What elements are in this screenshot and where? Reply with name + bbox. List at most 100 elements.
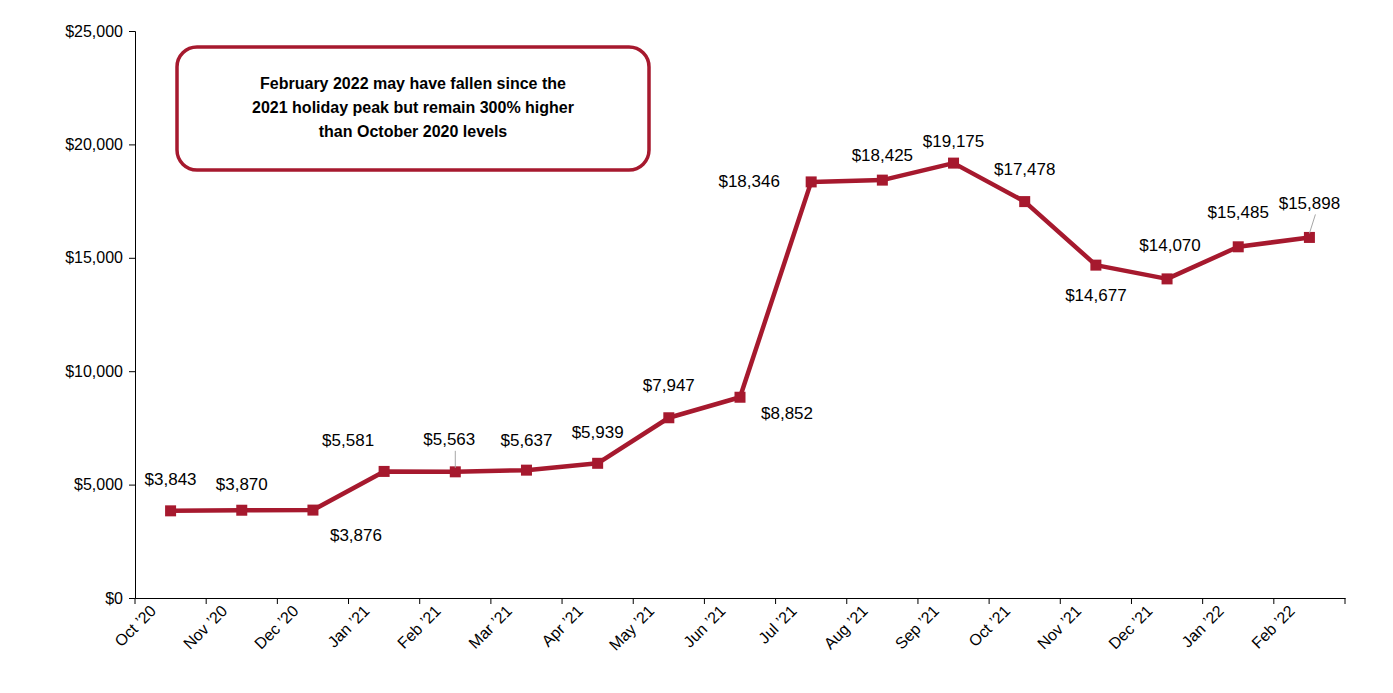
x-divider-tick xyxy=(917,598,918,604)
x-tick-label: Feb ’21 xyxy=(394,602,444,652)
series xyxy=(165,158,1315,517)
y-tick-label: $10,000 xyxy=(65,363,123,380)
marker xyxy=(521,465,532,476)
x-divider-tick xyxy=(704,598,705,604)
data-label: $5,563 xyxy=(423,430,475,449)
x-tick-label: Jan ’22 xyxy=(1178,602,1227,651)
x-tick-label: Feb ’22 xyxy=(1248,602,1298,652)
x-tick: Aug ’21 xyxy=(821,598,883,652)
x-tick-label: Mar ’21 xyxy=(465,602,515,652)
x-divider-tick xyxy=(419,598,420,604)
marker xyxy=(165,505,176,516)
y-tick-mark xyxy=(129,371,135,372)
annotation: February 2022 may have fallen since the 2… xyxy=(177,47,649,170)
data-label: $15,898 xyxy=(1279,194,1340,213)
x-tick: Jul ’21 xyxy=(755,598,812,647)
x-tick: Dec ’20 xyxy=(251,598,313,652)
x-divider-tick xyxy=(775,598,776,604)
line xyxy=(171,163,1310,511)
y-tick-label: $5,000 xyxy=(74,476,123,493)
marker xyxy=(379,466,390,477)
marker xyxy=(1304,232,1315,243)
x-tick: Feb ’22 xyxy=(1248,598,1310,652)
x-tick-label: Jun ’21 xyxy=(680,602,729,651)
marker xyxy=(735,392,746,403)
y-tick-mark xyxy=(129,258,135,259)
annotation-text: February 2022 may have fallen since the xyxy=(260,75,566,92)
data-label: $19,175 xyxy=(923,132,984,151)
x-dividers xyxy=(135,598,1345,604)
marker xyxy=(1019,196,1030,207)
x-tick-label: Nov ’21 xyxy=(1034,602,1084,652)
annotation-text: 2021 holiday peak but remain 300% higher xyxy=(252,99,574,116)
x-tick-label: Nov ’20 xyxy=(180,602,230,652)
marker xyxy=(236,505,247,516)
x-tick: Apr ’21 xyxy=(538,598,598,650)
data-label: $3,870 xyxy=(216,475,268,494)
x-axis-line xyxy=(136,598,1346,599)
x-tick-label: Oct ’20 xyxy=(111,602,159,650)
x-tick: Oct ’20 xyxy=(111,598,171,650)
marker xyxy=(592,458,603,469)
y-tick-mark xyxy=(129,31,135,32)
x-divider-tick xyxy=(348,598,349,604)
data-label: $8,852 xyxy=(761,404,813,423)
y-tick: $20,000 xyxy=(65,136,135,153)
marker xyxy=(877,175,888,186)
x-tick-label: May ’21 xyxy=(606,602,658,654)
data-label: $15,485 xyxy=(1208,203,1269,222)
y-tick-label: $25,000 xyxy=(65,23,123,40)
x-tick: Oct ’21 xyxy=(965,598,1025,650)
x-divider-tick xyxy=(846,598,847,604)
y-tick-mark xyxy=(129,598,135,599)
x-divider-tick xyxy=(989,598,990,604)
data-label: $5,939 xyxy=(572,423,624,442)
x-tick-label: Sep ’21 xyxy=(892,602,942,652)
y-tick: $5,000 xyxy=(74,476,135,493)
annotation-text: than October 2020 levels xyxy=(319,123,508,140)
x-tick-label: Jul ’21 xyxy=(755,602,800,647)
x-divider-tick xyxy=(135,598,136,604)
x-divider-tick xyxy=(490,598,491,604)
y-tick: $25,000 xyxy=(65,23,135,40)
y-axis: $0 $5,000 $10,000 $15,000 $20,000 $25,000 xyxy=(65,23,135,607)
data-label: $7,947 xyxy=(643,376,695,395)
x-tick: Dec ’21 xyxy=(1105,598,1167,652)
label-leader xyxy=(1309,214,1315,233)
x-divider-tick xyxy=(1060,598,1061,604)
x-tick: Sep ’21 xyxy=(892,598,954,652)
annotation-box xyxy=(177,47,649,170)
y-tick: $10,000 xyxy=(65,363,135,380)
label-leader xyxy=(455,451,456,468)
y-tick-mark xyxy=(129,144,135,145)
x-tick: Jan ’21 xyxy=(324,598,384,651)
x-axis: Oct ’20 Nov ’20 Dec ’20Jan ’21Feb ’21 Mar ’… xyxy=(111,598,1345,654)
x-tick: Nov ’20 xyxy=(180,598,242,652)
marker xyxy=(663,412,674,423)
x-tick-label: Dec ’21 xyxy=(1105,602,1155,652)
data-label: $5,637 xyxy=(500,431,552,450)
x-tick: Jun ’21 xyxy=(680,598,740,651)
x-tick: Jan ’22 xyxy=(1178,598,1238,651)
marker xyxy=(948,158,959,169)
x-tick: May ’21 xyxy=(606,598,670,654)
data-label: $18,346 xyxy=(718,172,779,191)
y-tick: $15,000 xyxy=(65,249,135,266)
y-tick-mark xyxy=(129,485,135,486)
x-divider-tick xyxy=(277,598,278,604)
data-label: $14,677 xyxy=(1065,286,1126,305)
x-divider-tick xyxy=(562,598,563,604)
x-tick: Nov ’21 xyxy=(1034,598,1096,652)
y-tick-label: $0 xyxy=(105,590,123,607)
marker xyxy=(806,176,817,187)
y-tick: $0 xyxy=(105,590,135,607)
data-label: $17,478 xyxy=(994,160,1055,179)
marker xyxy=(450,466,461,477)
x-divider-tick xyxy=(633,598,634,604)
y-axis-line xyxy=(129,32,136,599)
x-tick-label: Apr ’21 xyxy=(538,602,586,650)
data-label: $18,425 xyxy=(852,146,913,165)
data-label: $3,876 xyxy=(330,526,382,545)
x-tick: Feb ’21 xyxy=(394,598,456,652)
x-tick: Mar ’21 xyxy=(465,598,527,652)
